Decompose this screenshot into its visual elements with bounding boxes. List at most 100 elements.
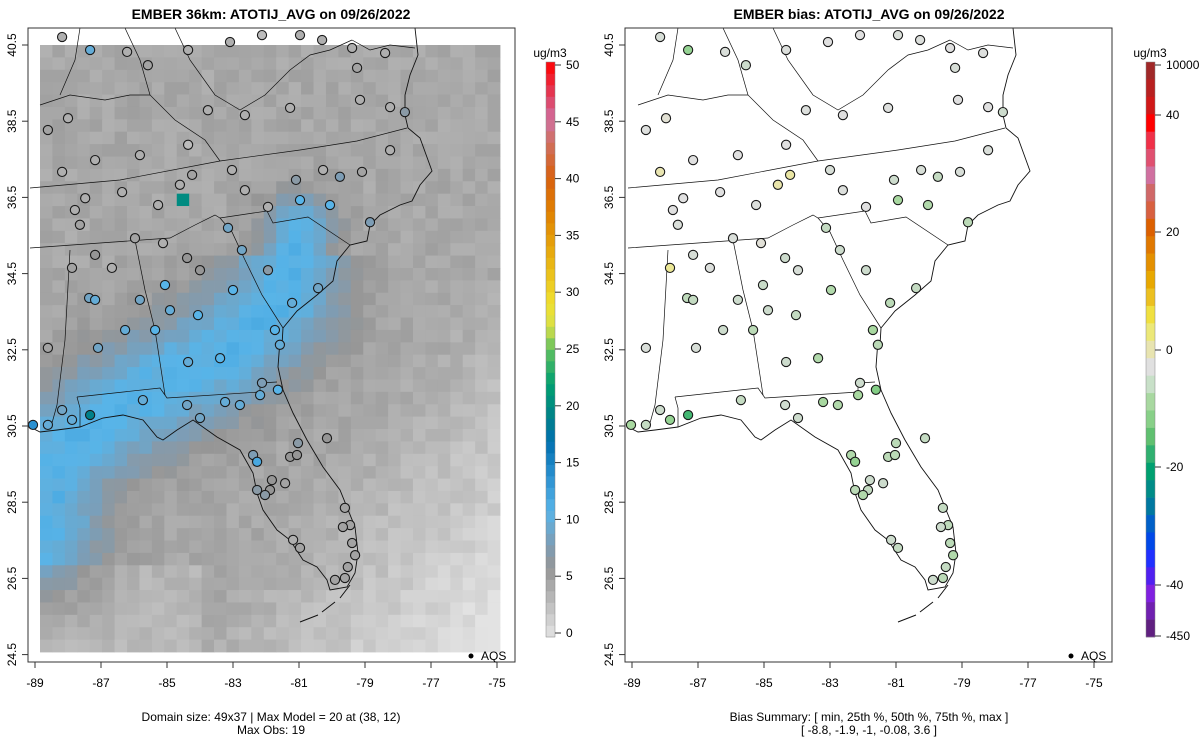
colorbar-bin	[1146, 584, 1155, 603]
model-grid-cell	[437, 69, 451, 83]
colorbar-bin	[546, 602, 555, 615]
model-grid-cell	[151, 181, 165, 195]
aqs-site-marker	[290, 174, 302, 186]
model-grid-cell	[40, 156, 53, 170]
model-grid-cell	[350, 627, 364, 641]
model-grid-cell	[176, 614, 190, 628]
x-tick-label: -75	[1085, 676, 1103, 690]
model-grid-cell	[375, 577, 389, 591]
model-grid-cell	[350, 267, 364, 281]
model-grid-cell	[102, 528, 115, 541]
model-grid-cell	[127, 342, 140, 356]
model-grid-cell	[40, 106, 53, 120]
aqs-bias-marker	[800, 105, 812, 116]
model-grid-cell	[338, 367, 352, 380]
model-grid-cell	[462, 490, 476, 504]
model-grid-cell	[400, 255, 414, 269]
model-grid-cell	[114, 379, 128, 393]
model-grid-cell	[437, 317, 451, 331]
colorbar-bin	[1146, 253, 1155, 272]
model-grid-cell	[450, 317, 464, 331]
model-grid-cell	[40, 94, 53, 108]
model-grid-cell	[425, 267, 439, 281]
model-grid-cell	[313, 131, 327, 145]
model-grid-cell	[127, 639, 140, 653]
model-grid-cell	[313, 181, 327, 195]
model-grid-cell	[425, 577, 439, 591]
colorbar-bin	[546, 234, 555, 247]
model-grid-cell	[400, 144, 414, 157]
model-grid-cell	[325, 540, 339, 554]
model-grid-cell	[114, 280, 128, 294]
model-grid-cell	[375, 106, 389, 120]
model-grid-cell	[375, 515, 389, 529]
model-grid-cell	[400, 528, 414, 541]
aqs-site-marker	[356, 166, 368, 178]
model-grid-cell	[251, 429, 265, 442]
model-grid-cell	[338, 466, 352, 479]
model-grid-cell	[388, 441, 401, 455]
model-grid-cell	[313, 243, 327, 256]
model-grid-cell	[238, 590, 252, 603]
model-grid-cell	[52, 119, 66, 133]
model-grid-cell	[238, 466, 252, 479]
model-grid-cell	[226, 503, 240, 517]
left-plot-frame	[27, 27, 516, 663]
model-grid-cell	[176, 305, 190, 318]
model-grid-cell	[263, 627, 277, 641]
model-grid-cell	[176, 94, 190, 108]
model-grid-cell	[425, 168, 439, 182]
model-grid-cell	[164, 515, 178, 529]
model-grid-cell	[288, 404, 302, 418]
colorbar-bin	[1146, 305, 1155, 324]
model-grid-cell	[450, 342, 464, 356]
model-grid-cell	[214, 131, 227, 145]
model-grid-cell	[425, 639, 439, 653]
model-grid-cell	[425, 181, 439, 195]
model-grid-cell	[114, 540, 128, 554]
model-grid-cell	[52, 453, 66, 467]
model-grid-cell	[189, 342, 203, 356]
model-grid-cell	[52, 416, 66, 430]
colorbar-bin	[546, 85, 555, 97]
model-grid-cell	[325, 144, 339, 157]
model-grid-cell	[388, 627, 401, 641]
model-grid-cell	[238, 131, 252, 145]
aqs-site-marker	[251, 484, 263, 496]
model-grid-cell	[412, 590, 426, 603]
aqs-site-marker	[339, 572, 351, 584]
model-grid-cell	[52, 156, 66, 170]
model-grid-cell	[263, 441, 277, 455]
model-grid-cell	[450, 416, 464, 430]
model-grid-cell	[40, 453, 53, 467]
model-grid-cell	[375, 590, 389, 603]
model-grid-cell	[301, 490, 314, 504]
aqs-site-marker	[142, 60, 154, 71]
model-grid-cell	[151, 342, 165, 356]
model-grid-cell	[487, 168, 501, 182]
model-grid-cell	[139, 181, 153, 195]
model-grid-cell	[226, 379, 240, 393]
model-grid-cell	[301, 478, 314, 492]
model-grid-cell	[301, 528, 314, 541]
model-grid-cell	[151, 627, 165, 641]
model-grid-cell	[487, 429, 501, 442]
model-grid-cell	[40, 503, 53, 517]
aqs-bias-marker	[757, 279, 769, 291]
model-grid-cell	[40, 627, 53, 641]
state-border	[351, 39, 416, 51]
model-grid-cell	[40, 552, 53, 566]
model-grid-cell	[450, 639, 464, 653]
right-axes: -89 -87 -85 -83 -81 -79 -77 -7540.538.536.534.5…	[602, 33, 1103, 690]
model-grid-cell	[89, 627, 103, 641]
model-grid-cell	[338, 404, 352, 418]
model-grid-cell	[164, 552, 178, 566]
model-grid-cell	[388, 243, 401, 256]
state-border	[772, 27, 951, 111]
model-grid-cell	[77, 267, 91, 281]
model-grid-cell	[127, 367, 140, 380]
model-grid-cell	[475, 441, 488, 455]
colorbar-bin	[546, 372, 555, 385]
